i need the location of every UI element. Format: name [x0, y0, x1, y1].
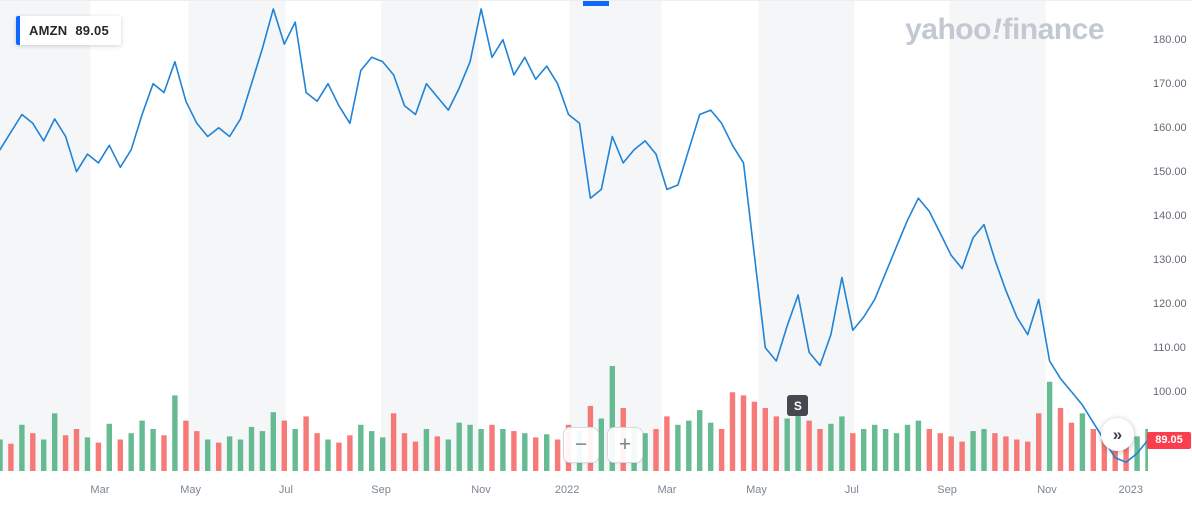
x-axis-label: Mar: [657, 484, 677, 496]
x-axis-label: Jul: [278, 484, 293, 496]
x-axis-label: Mar: [90, 484, 110, 496]
pan-right-button[interactable]: »: [1101, 418, 1134, 451]
symbol-label: AMZN: [29, 23, 68, 38]
last-price-label: 89.05: [75, 23, 109, 38]
x-axis-label: 2023: [1118, 484, 1144, 496]
y-axis-label: 170.00: [1153, 77, 1187, 90]
y-axis-label: 120.00: [1153, 297, 1187, 310]
split-event-marker[interactable]: S: [787, 395, 809, 416]
x-axis-label: May: [746, 484, 767, 496]
watermark-finance: finance: [1002, 13, 1104, 46]
x-axis-label: Jul: [844, 484, 859, 496]
watermark-yahoo: yahoo: [905, 13, 991, 46]
x-axis-label: Sep: [371, 484, 391, 496]
current-price-badge: 89.05: [1147, 431, 1191, 449]
zoom-out-button[interactable]: −: [563, 427, 599, 463]
x-axis-label: Nov: [1037, 484, 1057, 496]
x-axis-label: Sep: [937, 484, 957, 496]
price-line: [0, 8, 1148, 464]
y-axis-label: 110.00: [1153, 341, 1186, 354]
range-tab-indicator: [583, 1, 609, 6]
y-axis-label: 100.00: [1153, 385, 1187, 398]
y-axis-label: 130.00: [1153, 253, 1187, 266]
yahoo-finance-watermark: yahoo!finance: [905, 13, 1104, 47]
y-axis-label: 160.00: [1153, 121, 1187, 134]
y-axis-label: 150.00: [1153, 165, 1187, 178]
x-axis-label: May: [180, 484, 201, 496]
x-axis-label: Nov: [471, 484, 491, 496]
background-bands: [0, 1, 1046, 471]
y-axis-label: 180.00: [1153, 33, 1187, 46]
symbol-legend: AMZN 89.05: [16, 16, 121, 45]
x-axis-label: 2022: [554, 484, 580, 496]
chart-canvas[interactable]: [0, 1, 1148, 471]
watermark-exclamation: !: [991, 13, 1002, 46]
zoom-in-button[interactable]: +: [607, 427, 643, 463]
y-axis-label: 140.00: [1153, 209, 1187, 222]
